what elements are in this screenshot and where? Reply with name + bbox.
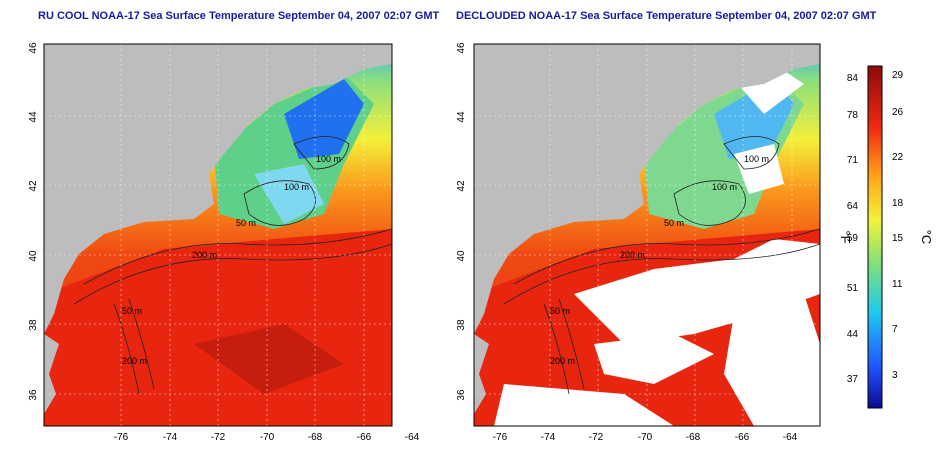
- left-y-axis: 46 44 42 40 38 36: [28, 42, 39, 401]
- right-y-tick: 44: [456, 111, 467, 123]
- right-cloud-mask: [574, 239, 820, 344]
- colorbar-c-tick: 26: [892, 107, 904, 118]
- left-contour-label-200m-b: 200 m: [122, 356, 147, 366]
- right-contour-label-200m-b: 200 m: [550, 356, 575, 366]
- right-land: [474, 44, 820, 334]
- left-x-tick: -74: [163, 432, 178, 443]
- left-x-tick: -66: [357, 432, 372, 443]
- right-x-axis: -76 -74 -72 -70 -68 -66 -64: [493, 432, 798, 443]
- left-x-tick: -72: [211, 432, 226, 443]
- right-x-tick: -74: [541, 432, 556, 443]
- left-map-title: RU COOL NOAA-17 Sea Surface Temperature …: [38, 10, 440, 22]
- left-contour-label-100m-a: 100 m: [316, 154, 341, 164]
- left-x-tick: -68: [308, 432, 323, 443]
- right-contour-label-200m-a: 200 m: [620, 250, 645, 260]
- right-x-tick: -70: [638, 432, 653, 443]
- colorbar-gradient: [867, 65, 883, 409]
- right-y-tick: 42: [456, 180, 467, 192]
- colorbar-f-tick: 44: [847, 329, 859, 340]
- left-x-tick: -64: [405, 432, 420, 443]
- colorbar-c-tick: 22: [892, 152, 904, 163]
- right-contour-label-50m-a: 50 m: [664, 218, 684, 228]
- left-land: [44, 44, 392, 334]
- right-contour-label-100m-a: 100 m: [744, 154, 769, 164]
- colorbar-unit-f: °F: [838, 230, 853, 243]
- right-map-title: DECLOUDED NOAA-17 Sea Surface Temperatur…: [456, 10, 877, 22]
- colorbar-f-tick: 84: [847, 73, 859, 84]
- right-map: 100 m 100 m 50 m 200 m 50 m 200 m: [473, 43, 821, 427]
- left-y-tick: 42: [28, 180, 39, 192]
- right-x-tick: -68: [686, 432, 701, 443]
- colorbar-f-tick: 64: [847, 201, 859, 212]
- right-contour-label-100m-b: 100 m: [712, 182, 737, 192]
- colorbar-c-tick: 7: [892, 324, 898, 335]
- left-contour-label-100m-b: 100 m: [284, 182, 309, 192]
- colorbar: 84 78 71 64 59 51 44 37 29 26 22 18 15 1…: [838, 65, 934, 409]
- right-x-tick: -66: [735, 432, 750, 443]
- left-y-tick: 36: [28, 389, 39, 401]
- left-y-tick: 40: [28, 250, 39, 262]
- colorbar-unit-c: °C: [919, 230, 934, 245]
- colorbar-f-tick: 51: [847, 283, 859, 294]
- right-x-tick: -64: [783, 432, 798, 443]
- colorbar-f-ticks: 84 78 71 64 59 51 44 37: [847, 73, 859, 385]
- right-y-axis: 46 44 42 40 38 36: [456, 42, 467, 401]
- right-y-tick: 40: [456, 250, 467, 262]
- left-contour-label-50m-b: 50 m: [122, 306, 142, 316]
- colorbar-f-tick: 78: [847, 110, 859, 121]
- left-contour-label-50m-a: 50 m: [236, 218, 256, 228]
- colorbar-c-tick: 11: [892, 279, 903, 290]
- colorbar-f-tick: 71: [847, 155, 859, 166]
- left-y-tick: 46: [28, 42, 39, 54]
- colorbar-f-tick: 59: [847, 233, 859, 244]
- colorbar-c-tick: 3: [892, 370, 898, 381]
- colorbar-c-ticks: 29 26 22 18 15 11 7 3: [892, 70, 904, 381]
- left-map: 100 m 100 m 50 m 200 m 50 m 200 m: [43, 43, 393, 427]
- right-y-tick: 38: [456, 319, 467, 331]
- left-x-axis: -76 -74 -72 -70 -68 -66 -64: [114, 432, 420, 443]
- left-cold-core: [284, 79, 364, 159]
- left-deep-warm: [194, 324, 344, 394]
- left-y-tick: 38: [28, 319, 39, 331]
- right-x-tick: -72: [589, 432, 604, 443]
- colorbar-f-tick: 37: [847, 374, 859, 385]
- colorbar-c-tick: 18: [892, 198, 904, 209]
- right-y-tick: 46: [456, 42, 467, 54]
- left-x-tick: -70: [260, 432, 275, 443]
- left-y-tick: 44: [28, 111, 39, 123]
- colorbar-c-tick: 29: [892, 70, 904, 81]
- right-y-tick: 36: [456, 389, 467, 401]
- colorbar-c-tick: 15: [892, 233, 904, 244]
- left-x-tick: -76: [114, 432, 129, 443]
- right-contour-label-50m-b: 50 m: [550, 306, 570, 316]
- right-x-tick: -76: [493, 432, 508, 443]
